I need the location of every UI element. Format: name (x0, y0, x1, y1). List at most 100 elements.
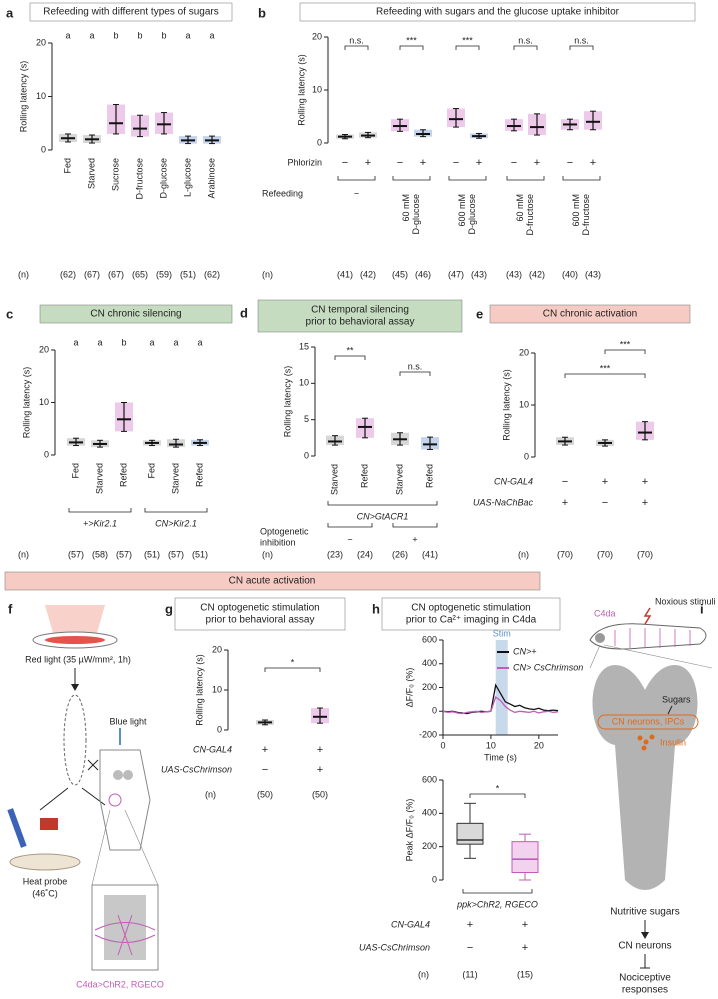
group-title: Optogenetic (260, 526, 309, 536)
n-header: (n) (262, 269, 273, 279)
y-tick-label: 20 (36, 37, 46, 47)
category-label: Refed (424, 464, 434, 488)
y-axis-label: Rolling latency (s) (18, 61, 28, 133)
brain (123, 770, 133, 780)
insulin-label: Insulin (660, 737, 686, 747)
y-tick-label: 400 (422, 658, 437, 668)
row-value: + (534, 157, 540, 169)
panel-title: prior to Ca²⁺ imaging in C4da (406, 615, 537, 626)
blue-light-label: Blue light (109, 716, 147, 726)
row-value: + (590, 157, 596, 169)
nociceptive-label: responses (622, 985, 668, 996)
group-bracket (392, 523, 438, 528)
significance-label: * (291, 657, 295, 667)
panel-letter: d (240, 305, 248, 320)
y-axis-label: ΔF/F₀ (%) (404, 668, 414, 708)
n-label: (59) (156, 269, 172, 279)
y-tick-label: 10 (212, 684, 222, 694)
panel-letter: c (6, 306, 13, 321)
n-label: (58) (92, 549, 108, 559)
nutritive-label: Nutritive sugars (610, 907, 679, 918)
insulin-dot (649, 734, 655, 740)
panel-title-box (174, 597, 346, 631)
n-label: (70) (597, 549, 613, 559)
n-label: (23) (327, 549, 343, 559)
legend-label: CN> CsChrimson (513, 662, 583, 672)
n-label: (62) (60, 269, 76, 279)
y-tick-label: 0 (432, 874, 437, 884)
row-value: − (262, 764, 268, 776)
zoom-line (603, 644, 713, 669)
group-letter: b (137, 30, 142, 40)
lightning (643, 607, 652, 625)
y-tick-label: 0 (217, 724, 222, 734)
brain (592, 665, 698, 890)
n-label: (43) (471, 269, 487, 279)
group-label: 60 mM (401, 194, 411, 222)
insulin-dot (637, 735, 643, 741)
category-label: Fed (62, 158, 72, 174)
heat-probe-label: Heat probe (23, 876, 68, 886)
heat-probe (7, 808, 27, 848)
category-label: Fed (146, 463, 156, 479)
significance-label: *** (406, 35, 417, 45)
panel-letter: i (700, 601, 704, 616)
cn-box (597, 714, 699, 730)
n-label: (15) (517, 969, 533, 979)
x-tick-label: 0 (440, 740, 445, 750)
red-light (45, 605, 105, 640)
y-axis-label: Rolling latency (s) (296, 54, 306, 126)
n-label: (26) (392, 549, 408, 559)
n-label: (57) (168, 549, 184, 559)
significance-bracket (344, 45, 369, 50)
n-label: (67) (84, 269, 100, 279)
n-label: (41) (337, 269, 353, 279)
n-label: (50) (312, 789, 328, 799)
zoom-line (91, 809, 111, 886)
n-label: (11) (462, 969, 477, 979)
n-label: (43) (506, 269, 522, 279)
panel-title: prior to behavioral assay (206, 615, 315, 626)
y-tick-label: -200 (419, 729, 437, 739)
scissors (87, 759, 99, 771)
row-value: − (511, 157, 517, 169)
brain (113, 770, 123, 780)
row-value: + (317, 764, 323, 776)
n-label: (51) (144, 549, 160, 559)
y-tick-label: 600 (422, 634, 437, 644)
box (511, 841, 539, 874)
y-tick-label: 20 (519, 347, 529, 357)
n-label: (47) (448, 269, 464, 279)
n-label: (62) (204, 269, 220, 279)
group-label: D-fructose (581, 194, 591, 236)
group-bracket (448, 176, 487, 181)
group-label: + (412, 534, 417, 544)
category-label: Refed (359, 464, 369, 488)
arrow (667, 705, 673, 715)
significance-label: *** (600, 363, 611, 373)
row-label: UAS-CsChrimson (161, 764, 232, 774)
significance-bracket (604, 349, 646, 354)
group-bracket (327, 523, 373, 528)
cn-ipcs-label: CN neurons, IPCs (612, 716, 685, 726)
legend-label: CN>+ (513, 646, 537, 656)
row-value: + (467, 919, 473, 931)
significance-label: n.s. (349, 35, 364, 45)
y-tick-label: 20 (312, 31, 322, 41)
row-value: − (562, 476, 568, 488)
cn-label: CN neurons (618, 941, 671, 952)
row-value: − (342, 157, 348, 169)
panel-title-box (489, 304, 691, 324)
group-letter: a (89, 30, 94, 40)
zoom-line (124, 809, 159, 886)
y-tick-label: 20 (39, 344, 49, 354)
noxious-label: Noxious stimuli (655, 596, 716, 606)
panel-letter: f (8, 601, 13, 616)
panel-letter: b (258, 5, 266, 20)
y-tick-label: 10 (39, 397, 49, 407)
larva-outline (63, 694, 87, 786)
n-label: (41) (422, 549, 438, 559)
category-label: Refed (194, 463, 204, 487)
category-label: D-fructose (134, 158, 144, 200)
nociceptive-label: Nociceptive (619, 973, 671, 984)
